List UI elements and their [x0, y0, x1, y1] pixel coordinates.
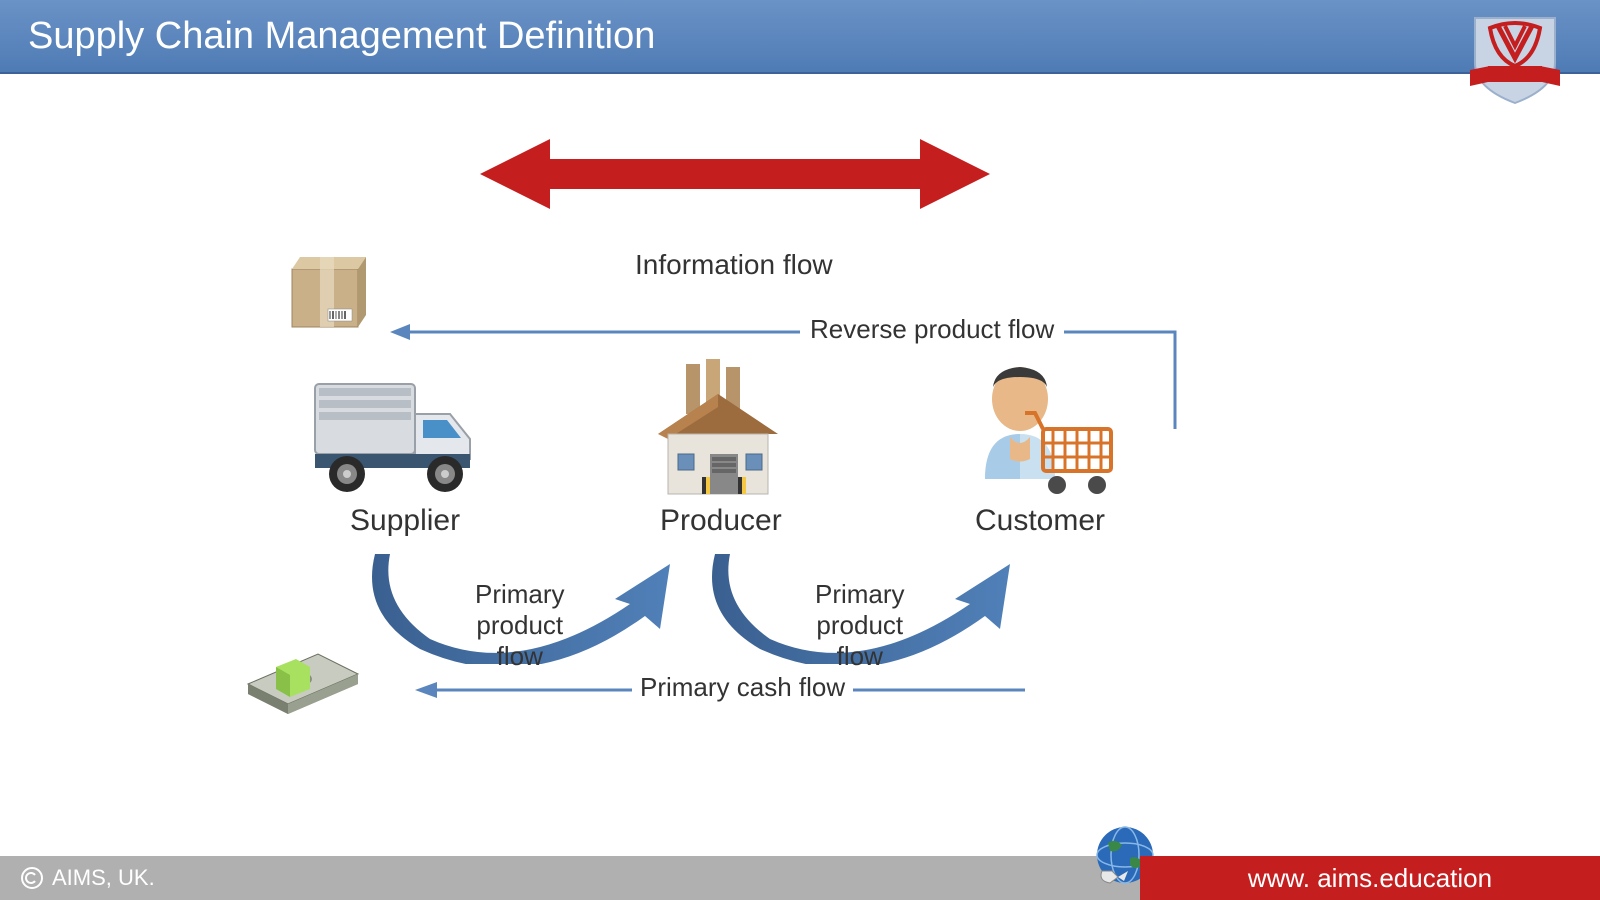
- cash-icon: [238, 639, 368, 744]
- page-title: Supply Chain Management Definition: [28, 15, 655, 58]
- footer-url: www. aims.education: [1248, 863, 1492, 894]
- information-flow-label: Information flow: [635, 249, 833, 281]
- diagram-canvas: Information flow Reverse product flow: [0, 74, 1600, 834]
- producer-label: Producer: [660, 504, 782, 538]
- package-icon: [280, 249, 370, 344]
- cash-flow-label: Primary cash flow: [632, 672, 853, 703]
- truck-icon: [305, 364, 495, 509]
- customer-icon: [965, 359, 1125, 514]
- footer-url-bar: www. aims.education: [1140, 856, 1600, 900]
- footer-copyright: AIMS, UK.: [20, 865, 155, 891]
- supplier-label: Supplier: [350, 504, 460, 538]
- reverse-flow-label: Reverse product flow: [800, 314, 1064, 345]
- primary-product-flow-label-1: Primary product flow: [475, 579, 565, 673]
- factory-icon: [638, 359, 798, 514]
- copyright-icon: [20, 866, 44, 890]
- primary-product-flow-label-2: Primary product flow: [815, 579, 905, 673]
- information-flow-arrow: [480, 134, 990, 219]
- header-bar: Supply Chain Management Definition: [0, 0, 1600, 74]
- customer-label: Customer: [975, 504, 1105, 538]
